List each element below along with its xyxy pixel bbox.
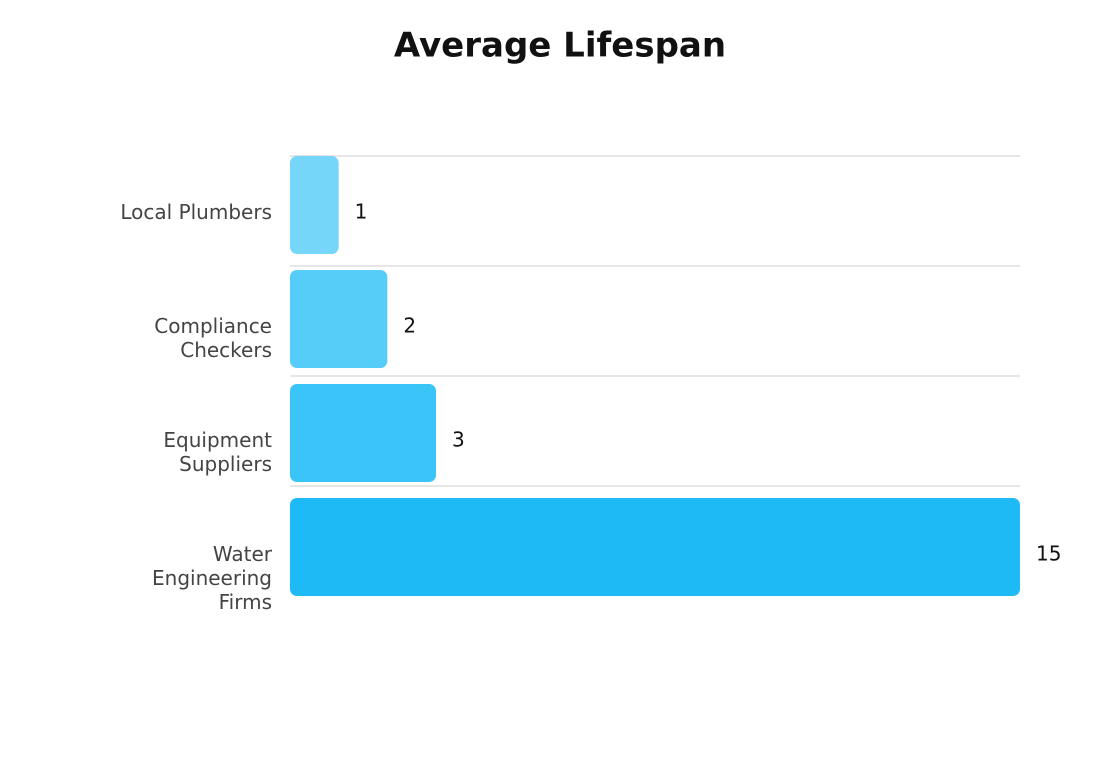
bar	[290, 384, 436, 482]
bar	[290, 270, 388, 368]
bar	[290, 156, 339, 254]
chart-title: Average Lifespan	[394, 26, 726, 66]
value-label: 1	[355, 200, 368, 224]
bar	[290, 498, 1020, 596]
value-label: 15	[1036, 542, 1061, 566]
y-tick-label: Compliance Checkers	[154, 314, 272, 362]
value-label: 3	[452, 428, 465, 452]
separators	[290, 155, 1020, 487]
y-tick-label: Equipment Suppliers	[163, 428, 272, 476]
y-tick-label: Water Engineering Firms	[152, 542, 273, 614]
y-tick-label: Local Plumbers	[120, 200, 272, 224]
value-label: 2	[403, 314, 416, 338]
